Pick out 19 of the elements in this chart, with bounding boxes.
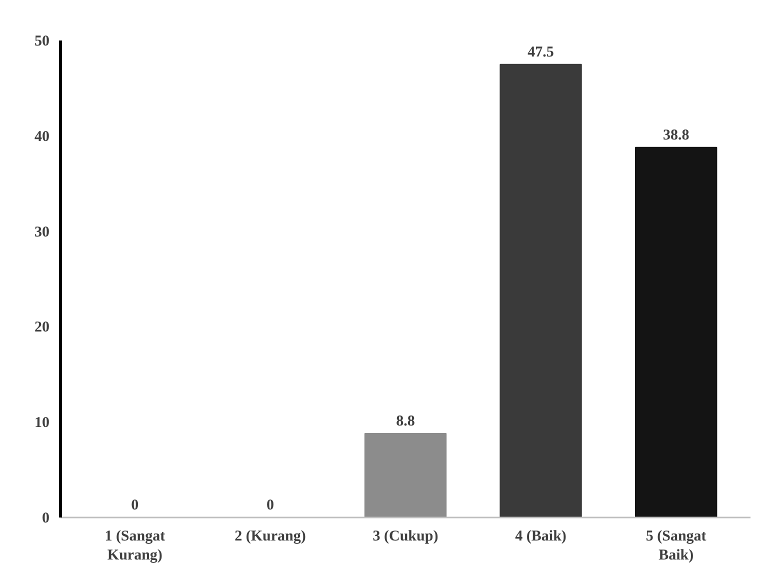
x-tick-label: 1 (Sangat Kurang) xyxy=(104,528,166,564)
y-tick-label: 0 xyxy=(42,510,50,526)
x-tick-label: 4 (Baik) xyxy=(515,528,566,544)
y-tick-label: 10 xyxy=(34,415,50,432)
data-label: 38.8 xyxy=(662,127,690,144)
bar xyxy=(364,433,447,518)
data-label: 0 xyxy=(131,498,139,514)
y-tick-label: 40 xyxy=(34,128,50,145)
data-label: 47.5 xyxy=(528,44,554,60)
y-tick-label: 30 xyxy=(34,224,50,240)
bar xyxy=(500,64,582,518)
bar xyxy=(635,146,718,518)
data-label: 8.8 xyxy=(396,414,415,430)
x-tick-label: 2 (Kurang) xyxy=(234,528,306,544)
y-tick-label: 50 xyxy=(34,34,50,50)
y-tick-label: 20 xyxy=(34,320,50,336)
x-tick-label: 3 (Cukup) xyxy=(372,528,438,544)
data-label: 0 xyxy=(266,498,274,514)
x-tick-label: 5 (Sangat Baik) xyxy=(646,528,706,564)
